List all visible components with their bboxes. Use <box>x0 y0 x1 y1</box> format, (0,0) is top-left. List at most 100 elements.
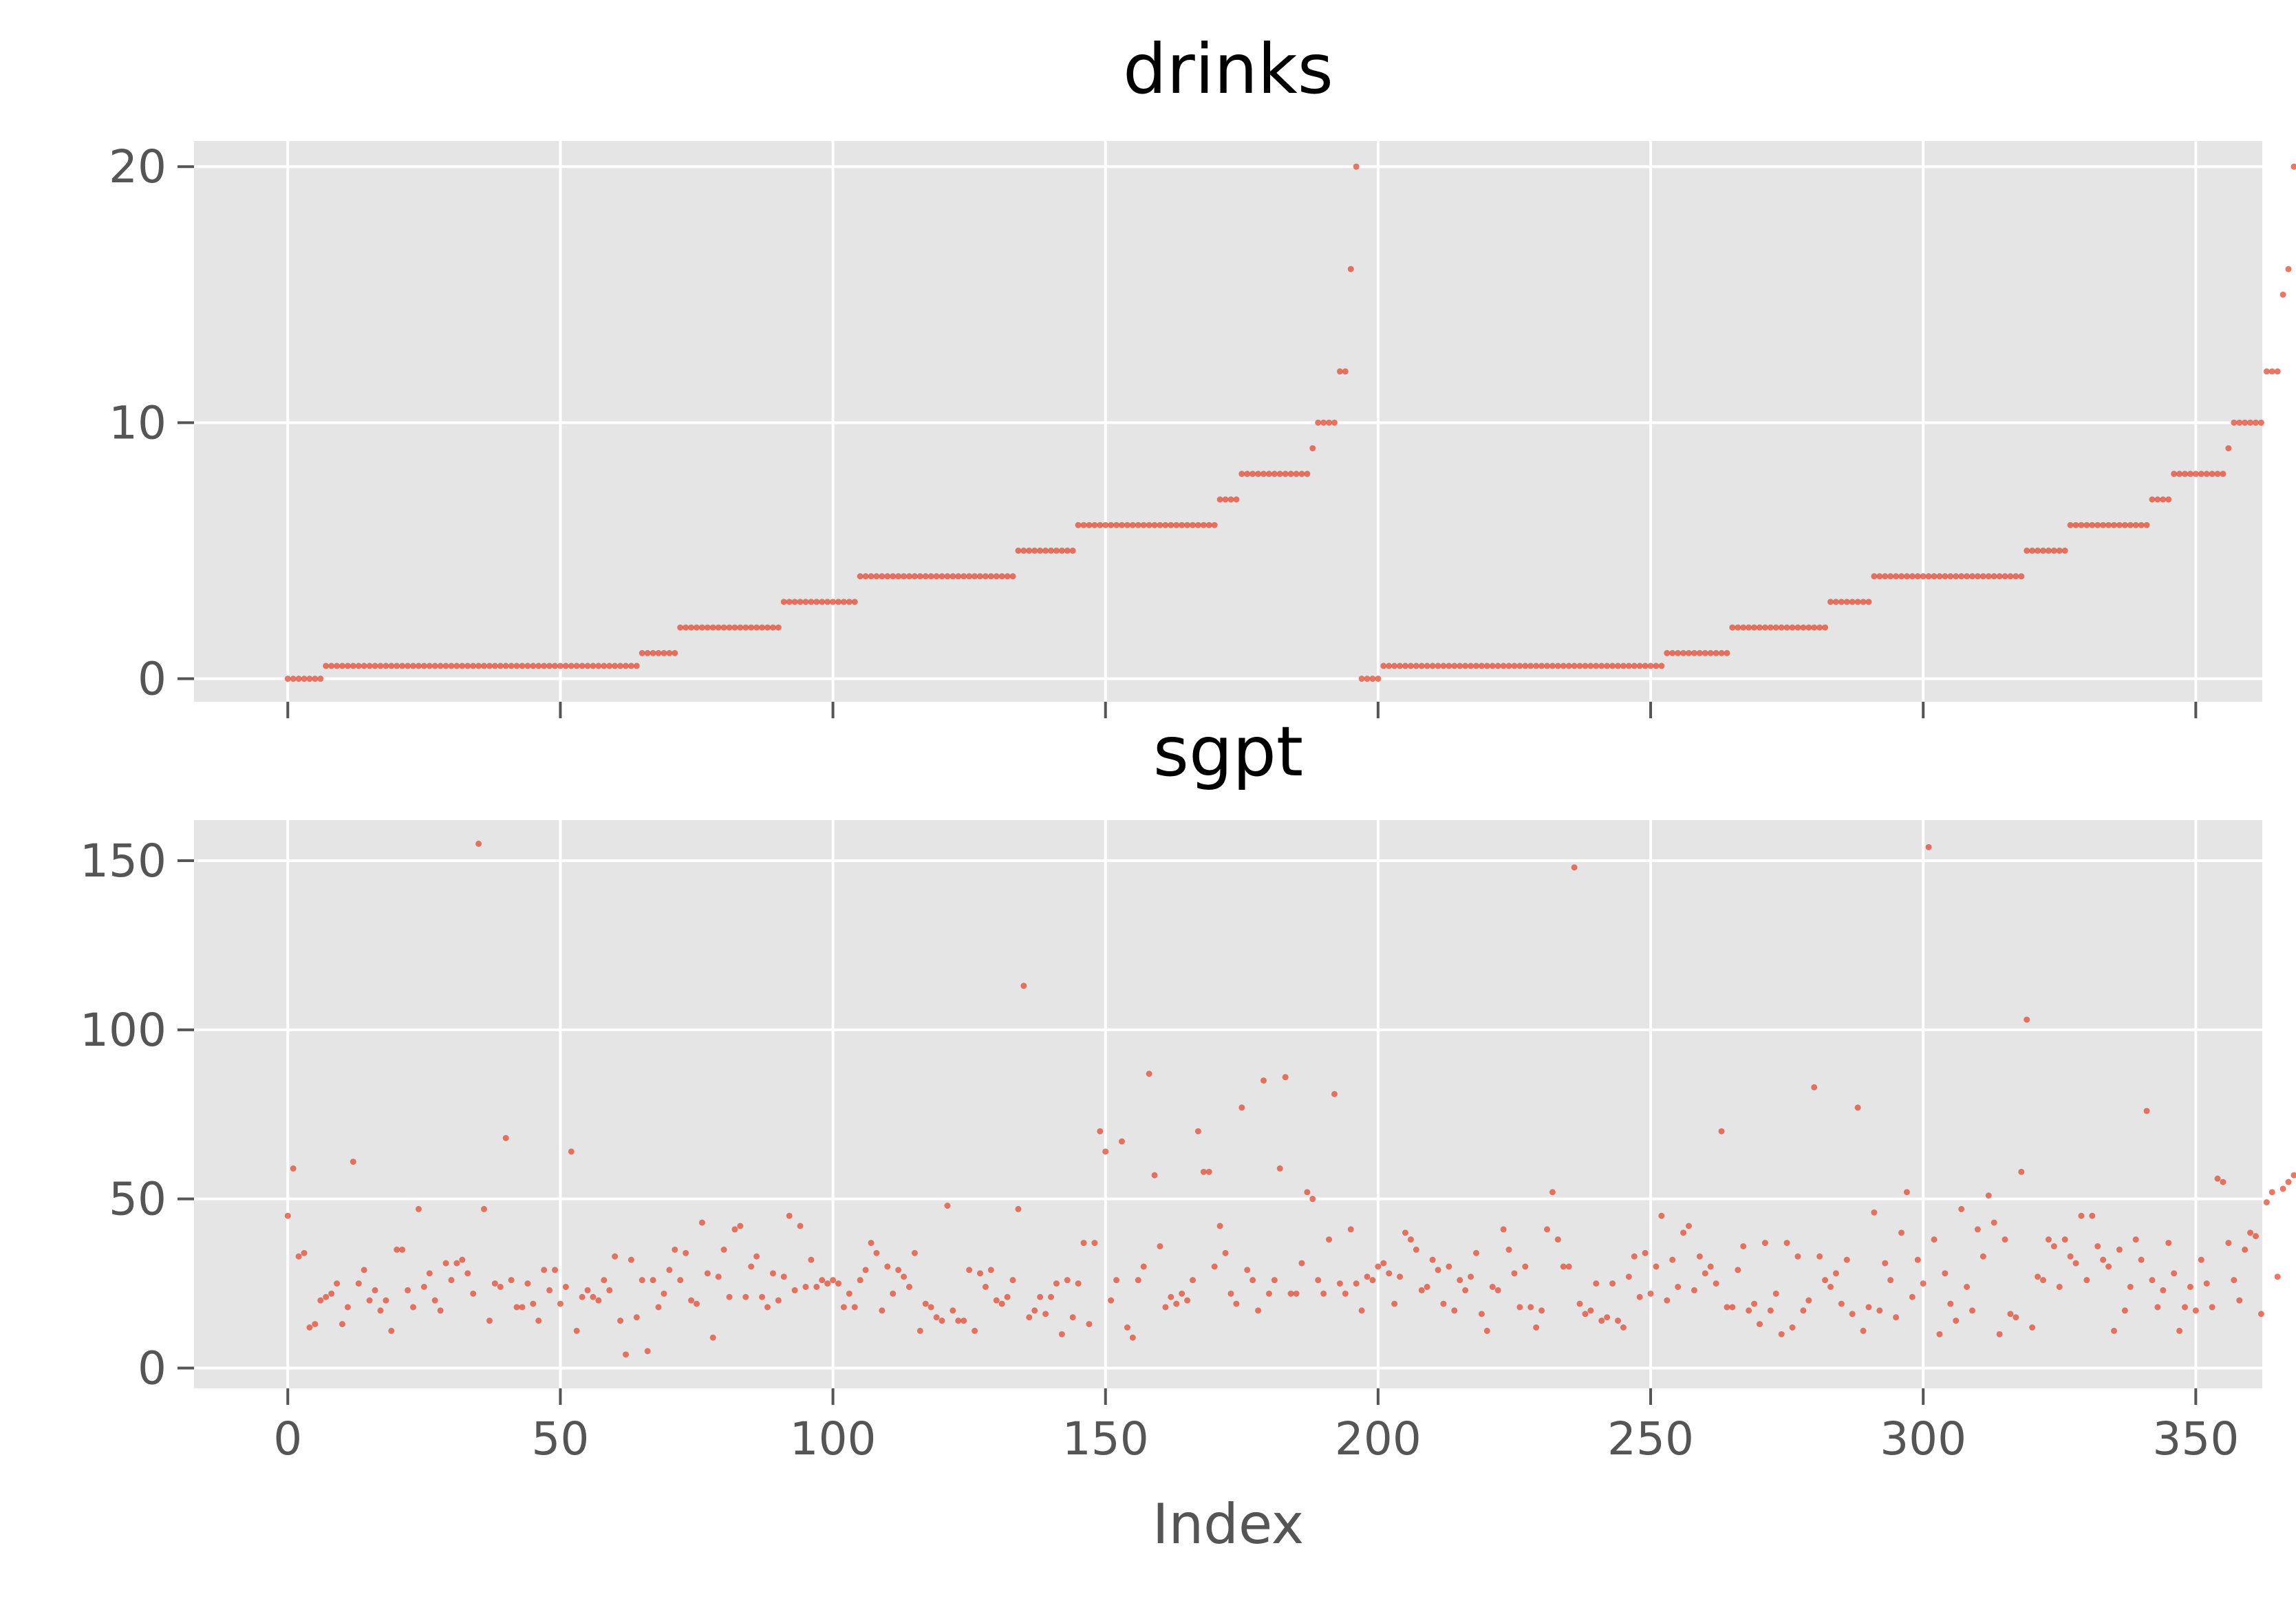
sgpt-point-234 <box>1560 1263 1567 1270</box>
sgpt-point-219 <box>1478 1311 1485 1317</box>
sgpt-point-173 <box>1227 1290 1234 1297</box>
drinks-point-311 <box>1980 573 1986 580</box>
sgpt-point-246 <box>1625 1273 1632 1280</box>
drinks-point-270 <box>1756 624 1763 631</box>
sgpt-point-361 <box>2252 1233 2259 1240</box>
drinks-point-302 <box>1931 573 1938 580</box>
drinks-point-58 <box>601 663 608 669</box>
drinks-point-356 <box>2225 445 2232 452</box>
sgpt-point-48 <box>546 1287 553 1293</box>
sgpt-point-115 <box>911 1249 918 1256</box>
drinks-point-169 <box>1205 521 1212 528</box>
sgpt-point-107 <box>868 1240 875 1247</box>
sgpt-point-245 <box>1620 1324 1627 1331</box>
sgpt-point-146 <box>1080 1240 1087 1247</box>
drinks-point-280 <box>1811 624 1818 631</box>
sgpt-point-258 <box>1691 1287 1697 1293</box>
drinks-point-115 <box>911 573 918 580</box>
sgpt-point-29 <box>442 1260 449 1267</box>
drinks-point-210 <box>1429 663 1436 669</box>
drinks-point-99 <box>824 599 831 605</box>
sgpt-point-312 <box>1985 1192 1992 1199</box>
drinks-point-180 <box>1265 471 1272 477</box>
sgpt-point-82 <box>731 1226 738 1233</box>
drinks-point-269 <box>1751 624 1758 631</box>
drinks-point-94 <box>797 599 804 605</box>
sgpt-point-51 <box>562 1284 569 1290</box>
drinks-point-152 <box>1113 521 1120 528</box>
sgpt-point-250 <box>1647 1290 1654 1297</box>
drinks-point-307 <box>1958 573 1965 580</box>
drinks-point-342 <box>2149 496 2156 503</box>
drinks-point-317 <box>2013 573 2019 580</box>
sgpt-point-222 <box>1494 1287 1501 1293</box>
drinks-point-366 <box>2279 291 2286 298</box>
drinks-point-282 <box>1822 624 1829 631</box>
sgpt-point-337 <box>2121 1307 2128 1314</box>
sgpt-point-180 <box>1265 1290 1272 1297</box>
drinks-point-95 <box>802 599 809 605</box>
sgpt-point-354 <box>2214 1175 2221 1182</box>
drinks-point-78 <box>709 624 716 631</box>
drinks-point-0 <box>284 676 291 682</box>
sgpt-point-120 <box>938 1317 945 1324</box>
sgpt-point-362 <box>2257 1311 2264 1317</box>
drinks-point-290 <box>1865 599 1872 605</box>
drinks-point-135 <box>1020 547 1027 554</box>
drinks-point-232 <box>1549 663 1556 669</box>
sgpt-point-353 <box>2209 1304 2215 1311</box>
sgpt-point-13 <box>355 1280 362 1287</box>
sgpt-point-164 <box>1179 1290 1185 1297</box>
drinks-point-217 <box>1468 663 1474 669</box>
sgpt-point-93 <box>791 1287 798 1293</box>
sgpt-point-342 <box>2149 1277 2156 1284</box>
drinks-point-248 <box>1636 663 1643 669</box>
sgpt-point-325 <box>2056 1284 2063 1290</box>
sgpt-point-135 <box>1020 982 1027 989</box>
drinks-point-266 <box>1735 624 1741 631</box>
drinks-point-161 <box>1162 521 1169 528</box>
sgpt-point-210 <box>1429 1256 1436 1263</box>
drinks-point-310 <box>1974 573 1981 580</box>
drinks-point-321 <box>2035 547 2041 554</box>
sgpt-point-286 <box>1843 1256 1850 1263</box>
drinks-point-89 <box>769 624 776 631</box>
sgpt-point-321 <box>2035 1273 2041 1280</box>
sgpt-point-144 <box>1069 1314 1076 1321</box>
sgpt-point-176 <box>1244 1267 1251 1273</box>
sgpt-point-247 <box>1631 1253 1638 1260</box>
drinks-point-37 <box>486 663 493 669</box>
x-axis-label: Index <box>1152 1492 1304 1556</box>
drinks-point-83 <box>737 624 744 631</box>
drinks-point-184 <box>1287 471 1294 477</box>
drinks-point-157 <box>1140 521 1147 528</box>
drinks-point-359 <box>2242 419 2249 426</box>
sgpt-point-238 <box>1582 1311 1589 1317</box>
drinks-point-224 <box>1505 663 1512 669</box>
drinks-point-119 <box>933 573 940 580</box>
drinks-point-126 <box>972 573 978 580</box>
drinks-point-162 <box>1168 521 1174 528</box>
drinks-point-133 <box>1009 573 1016 580</box>
sgpt-point-74 <box>688 1297 695 1304</box>
sgpt-point-200 <box>1375 1263 1382 1270</box>
sgpt-point-290 <box>1865 1304 1872 1311</box>
drinks-point-14 <box>361 663 367 669</box>
sgpt-point-289 <box>1860 1327 1867 1334</box>
drinks-point-76 <box>698 624 705 631</box>
sgpt-point-65 <box>639 1277 645 1284</box>
sgpt-point-282 <box>1822 1277 1829 1284</box>
drinks-point-42 <box>513 663 520 669</box>
drinks-point-29 <box>442 663 449 669</box>
drinks-point-279 <box>1805 624 1812 631</box>
sgpt-point-80 <box>720 1246 727 1253</box>
drinks-point-333 <box>2100 521 2107 528</box>
drinks-point-287 <box>1849 599 1856 605</box>
sgpt-point-95 <box>802 1284 809 1290</box>
drinks-point-176 <box>1244 471 1251 477</box>
sgpt-point-46 <box>535 1317 542 1324</box>
sgpt-point-324 <box>2050 1243 2057 1249</box>
drinks-point-257 <box>1685 649 1692 656</box>
sgpt-point-262 <box>1713 1280 1719 1287</box>
